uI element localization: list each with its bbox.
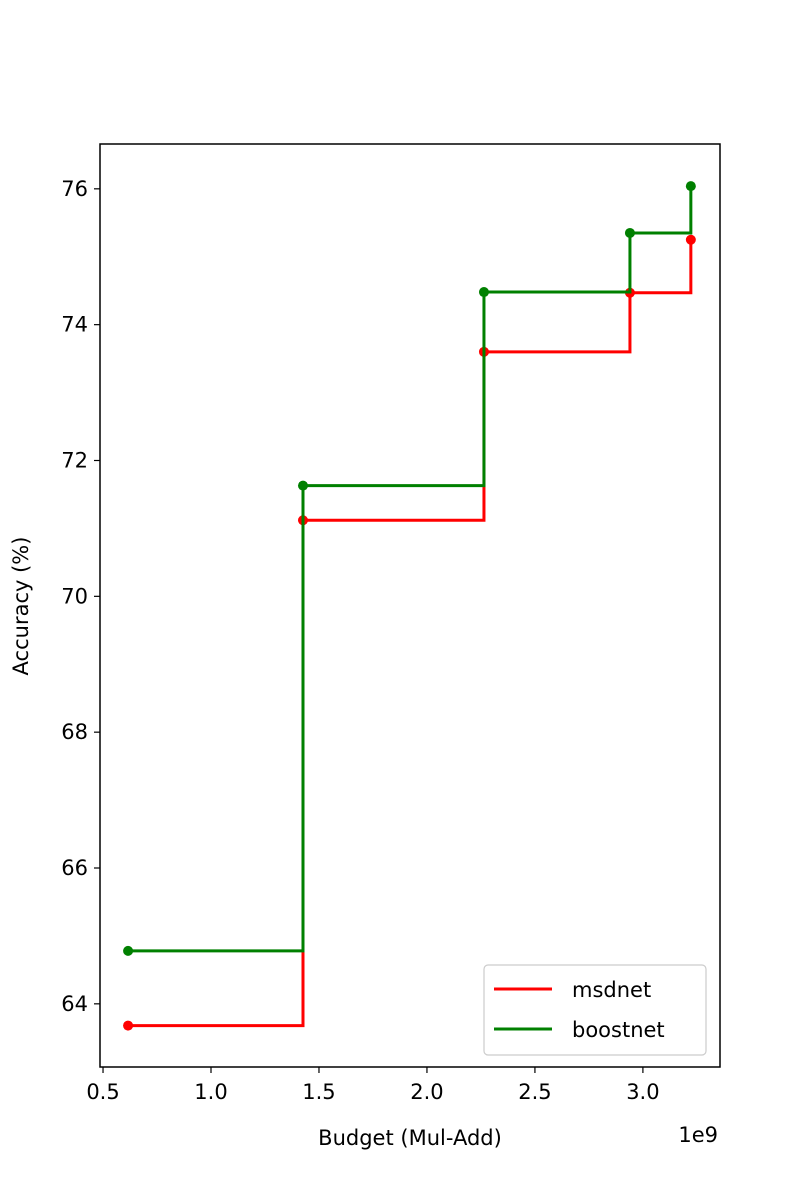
x-tick-label: 2.5: [518, 1080, 551, 1104]
point: [123, 1020, 134, 1031]
y-tick-label: 64: [61, 992, 88, 1016]
y-tick-label: 74: [61, 313, 88, 337]
y-tick-label: 70: [61, 584, 88, 608]
point: [624, 227, 635, 238]
point: [685, 181, 696, 192]
y-tick-label: 68: [61, 720, 88, 744]
legend-label: boostnet: [572, 1018, 665, 1042]
y-axis-label: Accuracy (%): [9, 537, 33, 676]
y-tick-label: 72: [61, 448, 88, 472]
step-line: [128, 186, 693, 953]
step-line: [128, 239, 693, 1028]
legend-label: msdnet: [572, 978, 651, 1002]
x-tick-label: 2.0: [410, 1080, 443, 1104]
x-axis-label: Budget (Mul-Add): [318, 1126, 502, 1150]
x-tick-label: 1.5: [302, 1080, 335, 1104]
x-tick-label: 3.0: [626, 1080, 659, 1104]
point: [123, 945, 134, 956]
point: [297, 480, 308, 491]
x-tick-label: 1.0: [194, 1080, 227, 1104]
x-tick-label: 0.5: [86, 1080, 119, 1104]
x-offset-label: 1e9: [678, 1123, 718, 1147]
plot-frame: [99, 143, 721, 1068]
point: [478, 287, 489, 298]
point: [685, 234, 696, 245]
y-tick-label: 76: [61, 177, 88, 201]
y-tick-label: 66: [61, 856, 88, 880]
